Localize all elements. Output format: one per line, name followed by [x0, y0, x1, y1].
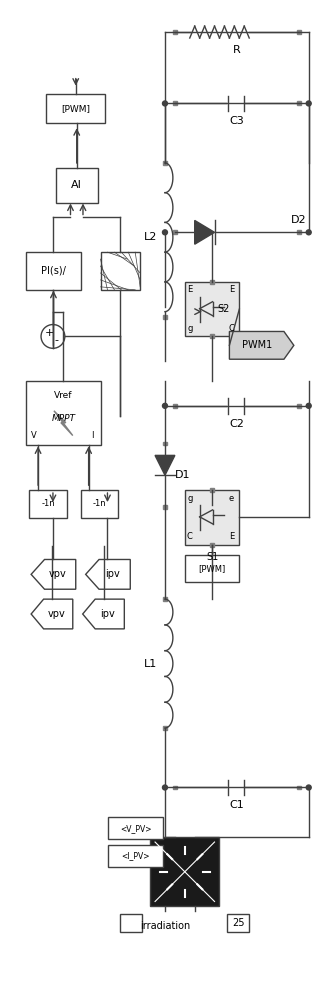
Text: Vref: Vref: [54, 391, 72, 400]
Text: g: g: [187, 494, 193, 503]
Bar: [297, 786, 301, 789]
Text: <V_PV>: <V_PV>: [120, 824, 151, 833]
Text: g: g: [187, 324, 193, 333]
Bar: [210, 488, 214, 492]
Bar: [210, 280, 214, 284]
Text: L1: L1: [144, 659, 157, 669]
Polygon shape: [54, 411, 73, 436]
Text: D1: D1: [175, 470, 191, 480]
Text: e: e: [229, 494, 234, 503]
Bar: [163, 726, 167, 730]
Text: -1n: -1n: [41, 499, 55, 508]
Text: E: E: [187, 285, 192, 294]
Text: I: I: [91, 431, 94, 440]
Circle shape: [306, 785, 311, 790]
Bar: [297, 230, 301, 234]
Text: S1: S1: [206, 552, 218, 562]
Text: ipv: ipv: [100, 609, 115, 619]
Text: [PWM]: [PWM]: [198, 564, 226, 573]
Bar: [163, 315, 167, 319]
Bar: [81, 490, 118, 518]
Text: ipv: ipv: [105, 569, 120, 579]
Text: PWM1: PWM1: [242, 340, 272, 350]
Polygon shape: [83, 599, 124, 629]
Text: vpv: vpv: [49, 569, 67, 579]
Text: E: E: [229, 532, 234, 541]
Text: L2: L2: [143, 232, 157, 242]
Bar: [185, 282, 239, 336]
Bar: [297, 404, 301, 408]
Bar: [150, 837, 220, 906]
Text: <I_PV>: <I_PV>: [121, 851, 150, 860]
Bar: [26, 381, 100, 445]
Polygon shape: [31, 559, 76, 589]
Bar: [210, 334, 214, 338]
Text: [PWM]: [PWM]: [61, 104, 90, 113]
Text: vpv: vpv: [47, 609, 65, 619]
Bar: [120, 914, 142, 932]
Bar: [163, 161, 167, 165]
Bar: [173, 230, 177, 234]
Text: C: C: [228, 324, 234, 333]
Text: R: R: [232, 45, 240, 55]
Text: PI(s)/: PI(s)/: [41, 266, 66, 276]
Bar: [297, 30, 301, 34]
Bar: [46, 94, 106, 123]
Text: C: C: [187, 532, 193, 541]
Polygon shape: [195, 220, 214, 244]
Circle shape: [306, 230, 311, 235]
Polygon shape: [31, 599, 73, 629]
Text: MPPT: MPPT: [51, 414, 75, 423]
Bar: [173, 101, 177, 105]
Text: D2: D2: [291, 215, 307, 225]
Bar: [163, 597, 167, 601]
Text: -: -: [55, 335, 59, 345]
Bar: [26, 252, 81, 290]
Bar: [227, 914, 249, 932]
Text: V: V: [31, 431, 37, 440]
Circle shape: [163, 101, 167, 106]
Text: S2: S2: [217, 304, 229, 314]
Bar: [163, 505, 167, 509]
Polygon shape: [229, 331, 294, 359]
Polygon shape: [86, 559, 130, 589]
Bar: [56, 168, 98, 203]
Circle shape: [306, 403, 311, 408]
Bar: [185, 555, 239, 582]
Bar: [173, 30, 177, 34]
Polygon shape: [155, 455, 175, 475]
Bar: [210, 543, 214, 547]
Bar: [109, 817, 163, 839]
Bar: [173, 404, 177, 408]
Circle shape: [163, 785, 167, 790]
Bar: [109, 845, 163, 867]
Text: +: +: [44, 328, 54, 338]
Bar: [100, 252, 140, 290]
Text: AI: AI: [71, 180, 82, 190]
Text: irradiation: irradiation: [140, 921, 190, 931]
Bar: [29, 490, 67, 518]
Bar: [173, 786, 177, 789]
Bar: [163, 442, 167, 445]
Text: C1: C1: [229, 800, 244, 810]
Text: 25: 25: [232, 918, 245, 928]
Bar: [185, 490, 239, 545]
Bar: [297, 101, 301, 105]
Circle shape: [41, 325, 65, 348]
Text: C3: C3: [229, 116, 244, 126]
Circle shape: [306, 101, 311, 106]
Text: -1n: -1n: [93, 499, 106, 508]
Text: C2: C2: [229, 419, 244, 429]
Text: E: E: [229, 285, 234, 294]
Circle shape: [163, 230, 167, 235]
Circle shape: [163, 403, 167, 408]
